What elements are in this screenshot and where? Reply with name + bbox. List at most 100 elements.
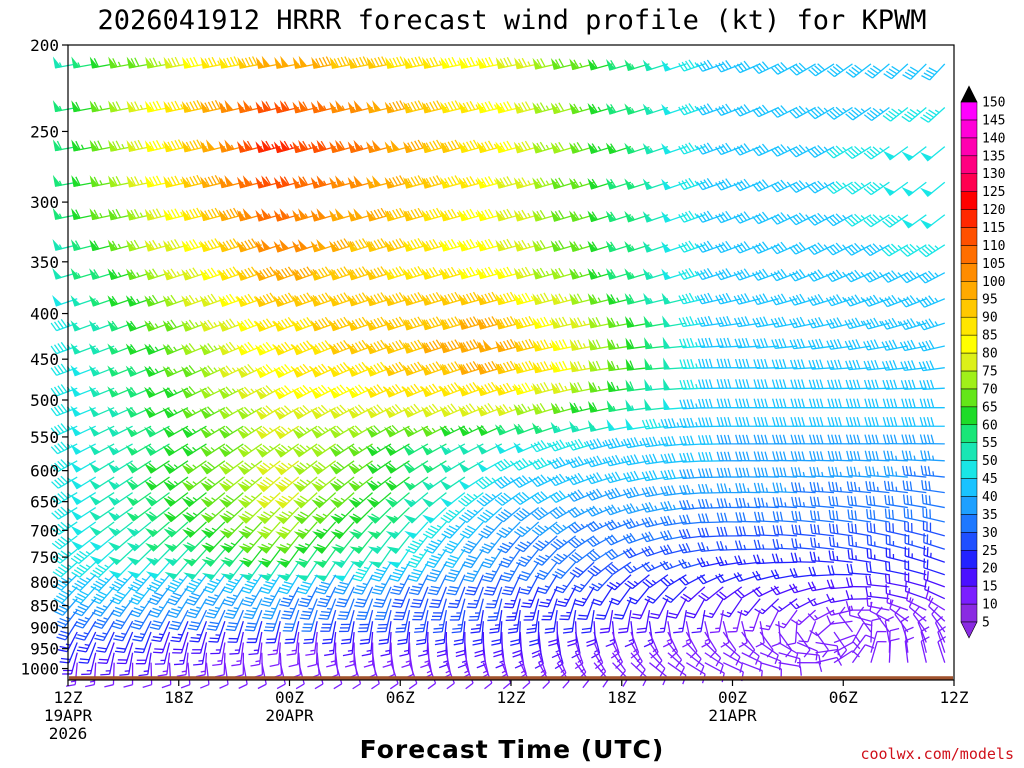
- wind-barb: [145, 535, 170, 552]
- wind-barb: [919, 398, 945, 409]
- wind-barb: [144, 139, 170, 153]
- wind-barb: [357, 609, 374, 633]
- wind-barb: [276, 548, 300, 568]
- wind-barb: [845, 63, 872, 78]
- wind-barb: [733, 293, 761, 305]
- wind-barb: [864, 63, 890, 79]
- wind-barb: [162, 319, 189, 332]
- wind-barb: [844, 339, 872, 351]
- wind-barb: [316, 586, 337, 608]
- wind-barb: [662, 621, 673, 648]
- colorbar-label: 75: [982, 364, 998, 379]
- wind-barb: [164, 561, 189, 580]
- wind-barb: [807, 180, 835, 194]
- wind-barb: [52, 207, 78, 220]
- wind-barb: [477, 56, 502, 69]
- colorbar-cell: [960, 227, 978, 246]
- wind-barb: [182, 548, 207, 567]
- colorbar-low-arrow: [960, 621, 978, 639]
- wind-barb: [899, 318, 927, 331]
- wind-barb: [918, 270, 946, 284]
- wind-barb: [899, 270, 927, 284]
- colorbar-label: 30: [982, 526, 998, 541]
- wind-barb: [421, 139, 447, 154]
- y-tick-label: 850: [30, 597, 59, 616]
- wind-barb: [163, 521, 189, 538]
- x-tick-date: 20APR: [265, 706, 314, 725]
- wind-barb: [468, 598, 484, 621]
- wind-barb: [678, 210, 706, 223]
- wind-barb: [845, 145, 872, 160]
- wind-barb: [458, 238, 484, 252]
- wind-barb: [606, 293, 632, 305]
- wind-barb: [798, 620, 817, 643]
- wind-barb: [918, 360, 945, 372]
- wind-barb: [310, 266, 336, 281]
- wind-barb: [221, 574, 244, 594]
- colorbar-label: 15: [982, 580, 998, 595]
- wind-barb: [310, 175, 336, 189]
- colorbar-cell: [960, 406, 978, 426]
- wind-barb: [402, 292, 429, 306]
- wind-barb: [107, 343, 133, 355]
- wind-barb: [458, 339, 484, 353]
- wind-barb: [881, 243, 909, 257]
- wind-barb: [274, 507, 300, 525]
- wind-barb: [882, 146, 909, 161]
- wind-barb: [256, 521, 281, 540]
- wind-barb: [348, 507, 374, 524]
- wind-barb: [310, 100, 336, 114]
- wind-barb: [402, 266, 429, 280]
- wind-barb: [349, 535, 374, 554]
- colorbar-cell: [960, 460, 978, 479]
- wind-barb: [439, 361, 466, 376]
- wind-barb: [355, 598, 374, 621]
- wind-barb: [918, 318, 945, 331]
- wind-barb: [826, 615, 853, 625]
- wind-barb: [244, 609, 263, 632]
- colorbar-cell: [960, 209, 978, 228]
- wind-barb: [586, 520, 613, 533]
- wind-barb: [89, 535, 115, 551]
- y-tick-label: 1000: [20, 660, 59, 679]
- wind-barb: [789, 316, 816, 329]
- wind-barb: [220, 561, 244, 581]
- wind-barb: [458, 56, 484, 69]
- wind-barb: [88, 365, 115, 377]
- wind-barb: [229, 631, 244, 655]
- wind-barb: [807, 338, 835, 350]
- wind-barb: [807, 269, 835, 282]
- wind-barb: [760, 662, 782, 679]
- wind-barb: [404, 521, 429, 540]
- wind-barb: [254, 364, 281, 379]
- wind-barb: [697, 315, 724, 327]
- wind-barb: [275, 521, 300, 540]
- wind-barb: [661, 60, 687, 72]
- y-tick-label: 500: [30, 391, 59, 410]
- colorbar-cell: [960, 370, 978, 390]
- x-tick-label: 18Z: [607, 688, 636, 707]
- x-tick-label: 06Z: [829, 688, 858, 707]
- wind-barb: [310, 384, 336, 399]
- colorbar-cell: [960, 334, 978, 354]
- wind-barb: [50, 384, 78, 397]
- wind-barb: [789, 180, 816, 193]
- wind-barb: [512, 458, 539, 471]
- wind-barb: [662, 315, 687, 328]
- wind-barb: [200, 507, 226, 524]
- wind-barb: [883, 63, 909, 80]
- wind-barb: [347, 100, 373, 114]
- wind-barb: [825, 317, 853, 329]
- wind-barb: [218, 266, 244, 281]
- wind-barb: [550, 102, 576, 115]
- wind-barb: [403, 175, 429, 189]
- colorbar-cell: [960, 567, 978, 587]
- wind-barb: [291, 340, 318, 356]
- wind-barb: [200, 492, 226, 508]
- wind-barb: [661, 241, 687, 253]
- wind-barb: [88, 385, 115, 398]
- y-tick-label: 350: [30, 253, 59, 272]
- wind-barb: [374, 598, 392, 621]
- x-tick-label: 00Z: [718, 688, 747, 707]
